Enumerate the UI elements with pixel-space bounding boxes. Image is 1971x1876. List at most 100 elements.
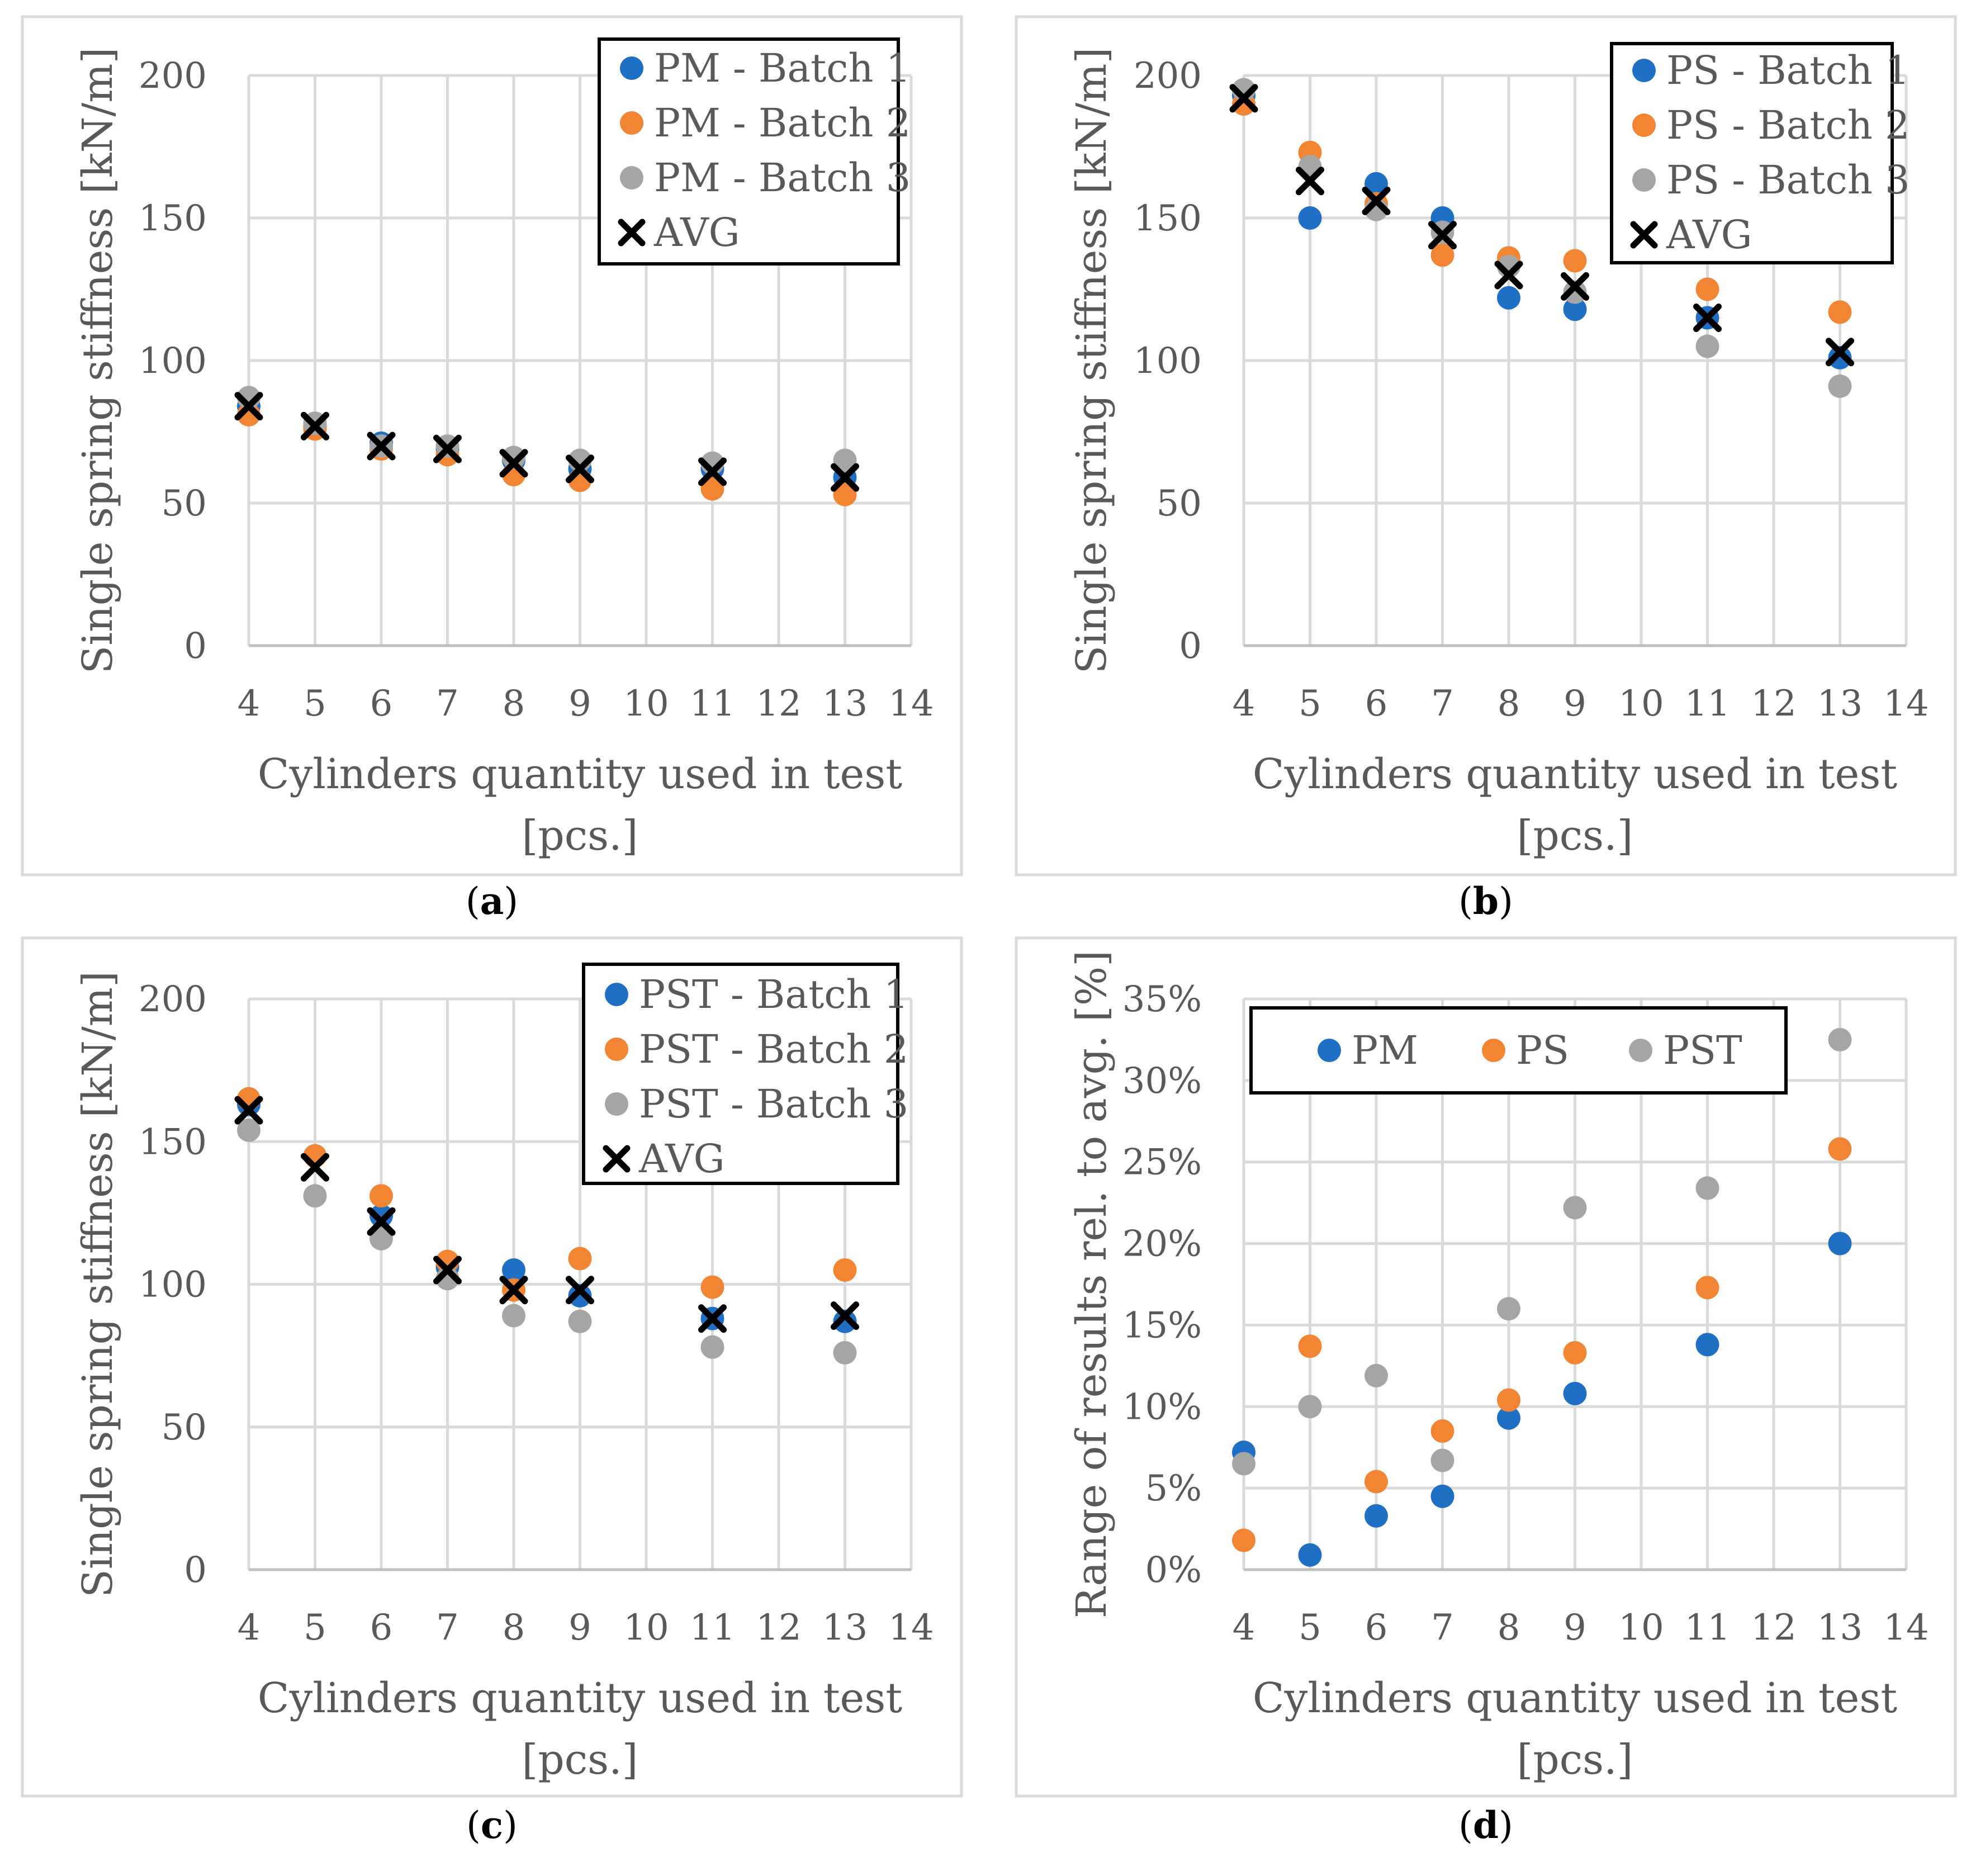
legend: PS - Batch 1 PS - Batch 2 PS - Batch 3 AVG: [1610, 42, 1910, 264]
data-point: [833, 1309, 857, 1333]
avg-marker: [234, 392, 263, 421]
panel-c: 4 5 6 7 8 9 10 11 12 13 14 0 50 100 150 200 Cylinders qu…: [21, 936, 963, 1847]
data-point: [1695, 1176, 1719, 1200]
data-point: [833, 1258, 857, 1282]
avg-marker-stroke: [301, 1153, 329, 1182]
data-point: [700, 1275, 724, 1299]
x-tick-label: 10: [1618, 683, 1664, 724]
x-tick-label: 7: [436, 1607, 459, 1648]
data-point: [1828, 1137, 1852, 1161]
legend-label: PM: [1352, 1027, 1418, 1073]
data-point: [1828, 1027, 1852, 1051]
legend-label: AVG: [638, 1136, 725, 1182]
data-point: [502, 446, 525, 470]
avg-marker-stroke: [566, 1276, 594, 1305]
x-tick-label: 11: [1685, 1607, 1730, 1648]
x-tick-label: 5: [1299, 1607, 1321, 1648]
legend-label: PS: [1516, 1027, 1569, 1073]
x-axis-title-unit: [pcs.]: [522, 812, 638, 860]
avg-marker-stroke: [831, 1301, 859, 1330]
x-tick-label: 5: [304, 683, 326, 724]
data-point: [1430, 1484, 1454, 1508]
legend-marker-stroke: [603, 1145, 631, 1173]
x-tick-labels: 4 5 6 7 8 9 10 11 12 13 14: [238, 683, 934, 724]
y-tick-label: 200: [1134, 55, 1202, 97]
legend-marker: [618, 219, 646, 247]
avg-marker-stroke: [698, 457, 727, 486]
data-point: [1563, 1196, 1587, 1220]
avg-marker: [1229, 84, 1258, 113]
data-point: [303, 1184, 327, 1208]
legend-label: PST: [1663, 1027, 1742, 1073]
data-point: [1563, 1381, 1587, 1405]
avg-marker-stroke: [1494, 260, 1523, 290]
legend-marker: [1629, 1039, 1652, 1062]
x-tick-label: 10: [1618, 1607, 1664, 1648]
x-tick-label: 12: [1751, 1607, 1796, 1648]
legend-marker: [620, 111, 643, 135]
y-tick-label: 0: [184, 1550, 207, 1591]
legend-label: PS - Batch 2: [1666, 102, 1910, 148]
y-tick-label: 5%: [1145, 1468, 1202, 1509]
caption-close: ): [1499, 880, 1513, 923]
avg-marker: [234, 1096, 263, 1125]
legend-marker: [620, 56, 643, 80]
data-point: [1695, 1333, 1719, 1357]
y-tick-label: 100: [139, 340, 207, 382]
avg-marker-stroke: [1296, 167, 1324, 196]
y-tick-label: 50: [1157, 483, 1202, 524]
avg-marker: [566, 1276, 594, 1305]
y-tick-labels: 0 50 100 150 200: [139, 55, 207, 667]
legend-label: PST - Batch 1: [639, 972, 908, 1017]
legend-marker: [1632, 113, 1656, 137]
avg-marker-stroke: [566, 454, 594, 484]
data-point: [833, 482, 857, 506]
x-tick-label: 4: [1233, 1607, 1255, 1648]
y-tick-labels: 0% 5% 10% 15% 20% 25% 30% 35%: [1122, 979, 1202, 1591]
data-point: [1364, 1363, 1388, 1387]
x-tick-label: 4: [238, 1607, 260, 1648]
data-point: [1232, 1528, 1255, 1552]
x-tick-label: 11: [690, 683, 735, 724]
caption-open: (: [466, 1804, 481, 1847]
x-tick-labels: 4 5 6 7 8 9 10 11 12 13 14: [238, 1607, 934, 1648]
panel-caption: (a): [466, 879, 518, 923]
data-point: [833, 1341, 857, 1365]
data-point: [1430, 243, 1454, 267]
legend-label: PM - Batch 3: [654, 155, 911, 201]
x-axis-title-unit: [pcs.]: [1517, 812, 1633, 860]
y-tick-label: 30%: [1122, 1060, 1202, 1102]
y-tick-label: 50: [162, 483, 207, 524]
data-point: [1364, 1504, 1388, 1528]
caption-close: ): [1499, 1804, 1513, 1847]
avg-marker-stroke: [433, 434, 462, 463]
legend-marker: [605, 1092, 628, 1116]
x-tick-label: 6: [370, 1607, 393, 1648]
data-point: [1497, 1388, 1520, 1412]
avg-marker-stroke: [301, 411, 329, 440]
panel-d: 4 5 6 7 8 9 10 11 12 13 14 0% 5% 10% 15% 20% 25% 30% 35% Cy…: [1015, 936, 1957, 1847]
data-point: [1828, 374, 1852, 398]
x-tick-label: 14: [1883, 1607, 1929, 1648]
y-tick-label: 0: [1179, 626, 1202, 667]
caption-letter: c: [481, 1803, 503, 1847]
data-point: [1563, 249, 1587, 273]
data-point: [1298, 1334, 1322, 1358]
x-axis-title: Cylinders quantity used in test: [258, 1674, 902, 1722]
y-axis-title: Single spring stiffness [kN/m]: [74, 48, 122, 674]
y-axis-title: Single spring stiffness [kN/m]: [1068, 48, 1116, 674]
data-point: [1828, 345, 1852, 369]
x-axis-title: Cylinders quantity used in test: [1253, 750, 1897, 798]
legend-marker: [1318, 1039, 1341, 1062]
caption-open: (: [466, 880, 480, 923]
avg-marker: [1428, 221, 1457, 250]
data-point: [568, 1247, 592, 1271]
y-tick-label: 150: [139, 1121, 207, 1163]
legend-marker: [603, 1145, 631, 1173]
x-tick-label: 4: [1233, 683, 1255, 724]
data-point: [833, 448, 857, 472]
y-tick-label: 10%: [1122, 1386, 1202, 1428]
data-point: [1298, 1395, 1322, 1419]
avg-marker: [499, 1276, 528, 1305]
avg-marker-stroke: [1362, 186, 1391, 215]
